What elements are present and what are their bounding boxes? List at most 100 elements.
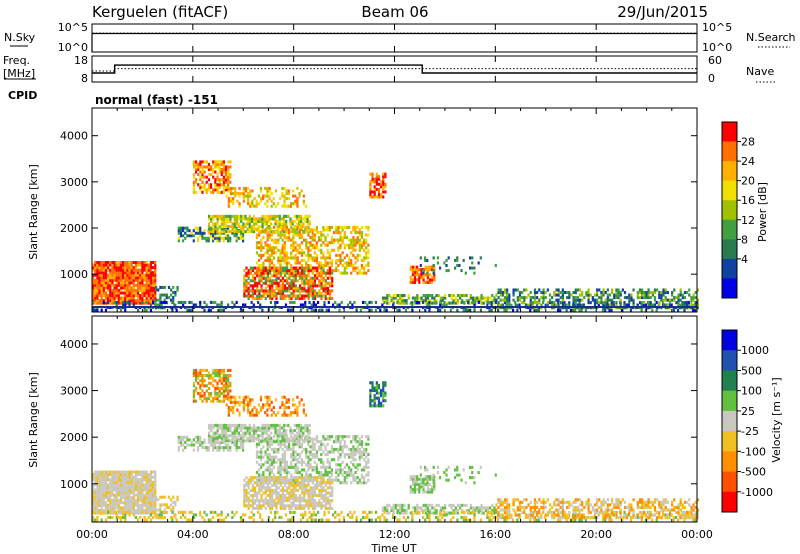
power-cell-217 <box>119 273 123 277</box>
velocity-cell-405 <box>145 491 148 495</box>
power-cell-2078 <box>283 194 286 198</box>
velocity-cell-1362 <box>354 437 357 441</box>
velocity-cell-264 <box>126 488 129 492</box>
velocity-cell-1319 <box>345 463 349 467</box>
power-cell-2896 <box>546 288 549 292</box>
power-cell-1656 <box>292 274 295 278</box>
power-cell-1810 <box>326 281 330 285</box>
power-cell-942 <box>268 253 271 257</box>
power-cell-2003 <box>236 199 239 203</box>
power-cell-2279 <box>424 299 427 303</box>
power-cell-895 <box>257 228 261 232</box>
velocity-cell-1701 <box>303 494 306 498</box>
power-cell-2711 <box>582 303 585 307</box>
power-cell-1179 <box>313 233 316 237</box>
power-cell-1317 <box>345 264 349 268</box>
velocity-cell-606 <box>226 446 230 450</box>
velocity-cell-1004 <box>281 468 284 472</box>
power-cell-474 <box>154 271 157 275</box>
velocity-cell-1065 <box>292 453 295 457</box>
velocity-cell-1005 <box>281 465 284 469</box>
velocity-cell-351 <box>139 511 142 515</box>
power-cell-1745 <box>311 279 315 283</box>
power-cell-2881 <box>538 288 541 292</box>
velocity-cell-1618 <box>283 476 287 480</box>
velocity-cell-1471 <box>251 476 255 480</box>
velocity-cell-293 <box>130 501 133 505</box>
velocity-cell-381 <box>141 473 144 477</box>
power-cell-1752 <box>313 291 317 295</box>
power-cell-234 <box>121 268 125 272</box>
power-cell-784 <box>267 217 271 221</box>
power-cell-503 <box>165 293 168 297</box>
velocity-cell-12 <box>92 478 95 482</box>
velocity-cell-558 <box>201 446 204 450</box>
power-cell-1101 <box>298 236 301 240</box>
velocity-cell-611 <box>231 440 234 444</box>
power-cell-3133 <box>664 288 667 292</box>
power-cell-1695 <box>301 269 304 273</box>
power-cell-413 <box>145 261 148 265</box>
velocity-cell-427 <box>147 478 150 482</box>
velocity-cell-1206 <box>320 453 323 457</box>
power-cell-3121 <box>660 296 663 300</box>
power-cell-311 <box>132 286 135 290</box>
velocity-cell-1549 <box>268 476 272 480</box>
power-cell-958 <box>270 238 274 242</box>
velocity-cell-793 <box>272 423 275 427</box>
power-cell-1962 <box>224 173 228 177</box>
power-cell-2175 <box>413 275 417 279</box>
power-cell-1807 <box>326 291 330 295</box>
power-cell-342 <box>136 283 140 287</box>
velocity-cell-837 <box>293 436 296 440</box>
power-cell-476 <box>154 266 157 270</box>
power-cell-1786 <box>320 266 323 270</box>
power-cell-1821 <box>328 274 332 278</box>
power-cell-417 <box>147 294 150 298</box>
velocity-cell-1038 <box>285 440 289 444</box>
velocity-cell-182 <box>115 491 118 495</box>
power-cell-378 <box>141 271 144 275</box>
power-cell-1028 <box>283 225 286 229</box>
power-cell-423 <box>147 278 150 282</box>
power-cell-1420 <box>367 248 370 252</box>
power-cell-1529 <box>266 294 270 298</box>
power-cell-2327 <box>465 299 468 303</box>
velocity-cell-1430 <box>243 491 246 495</box>
velocity-cell-1371 <box>356 445 359 449</box>
velocity-cell-783 <box>267 429 271 433</box>
power-colorbar-swatch-3 <box>722 180 737 201</box>
power-cell-1357 <box>354 248 357 252</box>
power-cell-167 <box>113 283 116 287</box>
power-cell-3151 <box>677 298 680 302</box>
velocity-cell-714 <box>240 426 243 430</box>
power-cell-905 <box>260 241 263 245</box>
power-cell-326 <box>134 283 138 287</box>
velocity-cell-220 <box>119 475 123 479</box>
power-cell-1116 <box>300 228 304 232</box>
velocity-cell-289 <box>130 511 133 515</box>
power-cell-82 <box>102 299 105 303</box>
velocity-cell-1270 <box>335 437 338 441</box>
power-cell-2128 <box>373 177 376 181</box>
power-cell-56 <box>98 278 101 282</box>
velocity-cell-1313 <box>343 440 346 444</box>
velocity-cell-680 <box>225 423 228 427</box>
power-cell-2388 <box>458 264 461 268</box>
power-cell-731 <box>246 217 249 221</box>
power-cell-2542 <box>310 303 313 307</box>
velocity-cell-1654 <box>292 488 295 492</box>
velocity-cell-769 <box>261 423 264 427</box>
power-cell-335 <box>136 301 140 305</box>
velocity-cell-229 <box>121 491 125 495</box>
power-cell-980 <box>277 269 280 273</box>
velocity-cell-1112 <box>300 458 304 462</box>
power-cell-2110 <box>369 190 372 194</box>
power-cell-330 <box>134 271 138 275</box>
power-cell-19 <box>94 291 97 295</box>
power-cell-3084 <box>641 288 644 292</box>
velocity-cell-961 <box>272 478 276 482</box>
power-cell-743 <box>250 217 254 221</box>
velocity-cell-250 <box>124 480 127 484</box>
velocity-cell-1354 <box>354 476 357 480</box>
